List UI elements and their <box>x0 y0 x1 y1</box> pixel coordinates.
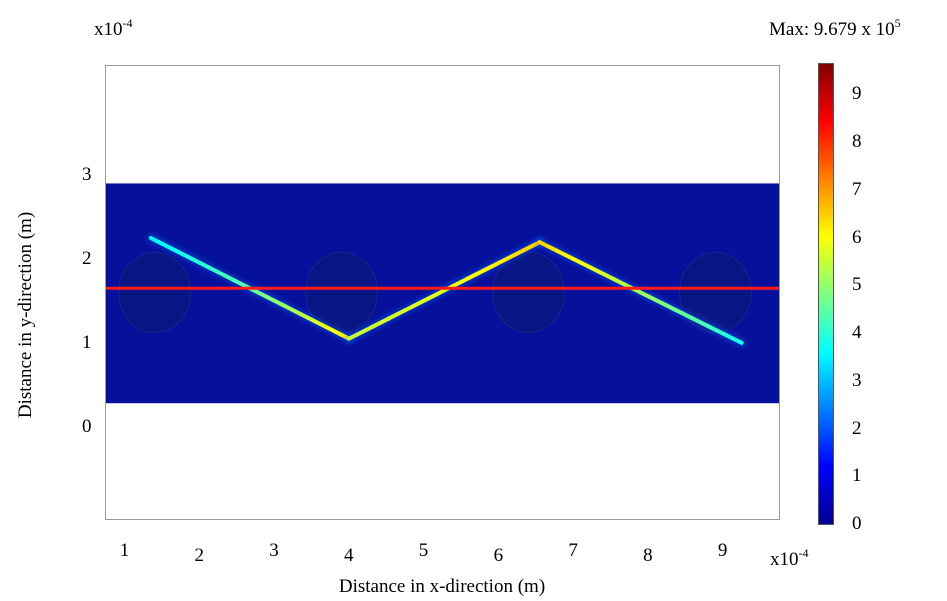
x-multiplier-base: x10 <box>770 549 799 570</box>
colorbar-tick-label: 2 <box>852 417 862 439</box>
y-multiplier-base: x10 <box>94 19 123 40</box>
x-tick-label: 2 <box>194 545 204 566</box>
colorbar-tick-label: 6 <box>852 226 862 248</box>
x-tick-label: 7 <box>568 540 578 561</box>
y-tick-label: 1 <box>82 331 92 353</box>
colorbar-tick-label: 9 <box>852 83 862 105</box>
x-tick-label: 1 <box>119 540 130 561</box>
x-multiplier-exponent: -4 <box>798 546 809 560</box>
max-label-text: Max: 9.679 x 10 <box>769 19 895 40</box>
colorbar <box>818 63 834 525</box>
y-tick-label: 0 <box>82 415 92 437</box>
max-label-exponent: 5 <box>894 16 901 30</box>
colorbar-tick-label: 5 <box>852 274 862 296</box>
x-tick-label: 6 <box>493 545 504 566</box>
colorbar-tick-label: 4 <box>852 322 862 344</box>
y-axis-label: Distance in y-direction (m) <box>15 211 36 419</box>
colorbar-tick-label: 1 <box>852 465 862 487</box>
y-axis-multiplier: x10-4 <box>94 16 133 41</box>
y-multiplier-exponent: -4 <box>122 16 133 30</box>
colorbar-tick-label: 3 <box>852 369 862 391</box>
colorbar-tick-label: 0 <box>852 513 862 534</box>
x-tick-label: 5 <box>418 540 429 561</box>
y-tick-label: 3 <box>82 164 92 186</box>
x-tick-label: 3 <box>269 540 279 561</box>
inclusion-circle-1 <box>118 251 191 334</box>
y-tick-label: 2 <box>82 247 92 269</box>
x-axis-label: Distance in x-direction (m) <box>338 576 546 597</box>
x-tick-label: 9 <box>717 540 728 561</box>
plot-area <box>105 65 780 520</box>
colorbar-max-label: Max: 9.679 x 105 <box>769 16 901 41</box>
x-tick-label: 8 <box>643 545 653 566</box>
colorbar-tick-label: 7 <box>852 178 862 200</box>
x-tick-label: 4 <box>344 545 354 566</box>
colorbar-tick-label: 8 <box>852 131 862 153</box>
zigzag-segment-3-piece <box>731 336 744 345</box>
x-axis-multiplier: x10-4 <box>770 546 809 571</box>
plot-svg <box>106 183 779 404</box>
